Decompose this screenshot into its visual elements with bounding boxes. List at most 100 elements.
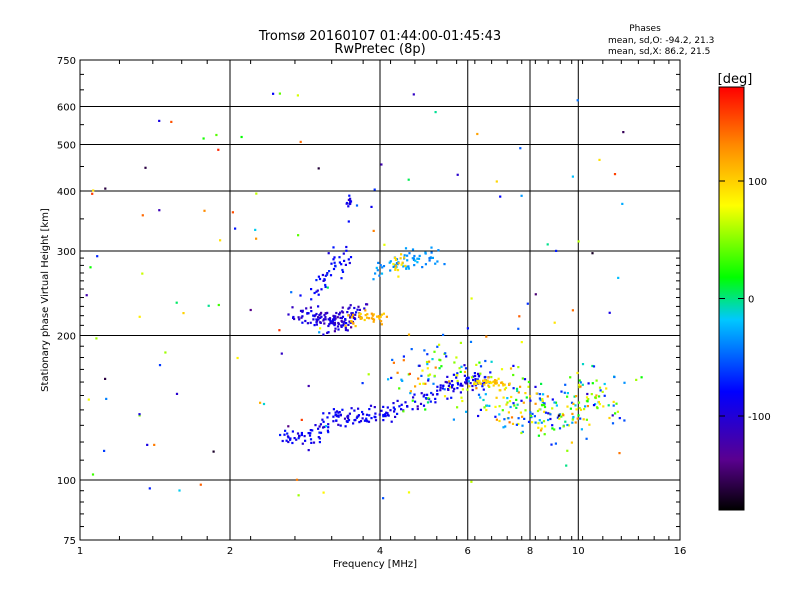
data-point xyxy=(370,317,373,320)
data-point xyxy=(287,436,290,439)
data-point xyxy=(382,497,385,500)
data-point xyxy=(287,425,290,428)
data-point xyxy=(595,394,598,397)
data-point xyxy=(307,432,310,435)
data-point xyxy=(541,404,544,407)
data-point xyxy=(585,418,588,421)
data-point xyxy=(304,319,307,323)
data-point xyxy=(352,422,355,425)
data-point xyxy=(317,427,320,430)
data-point xyxy=(360,317,363,320)
data-point xyxy=(317,305,320,308)
data-point xyxy=(581,383,584,386)
data-point xyxy=(323,313,326,317)
data-point xyxy=(85,294,88,297)
data-point xyxy=(345,245,348,249)
data-point xyxy=(392,402,395,405)
data-point xyxy=(578,383,581,386)
data-point xyxy=(336,316,339,319)
data-point xyxy=(389,269,392,272)
data-point xyxy=(463,374,466,377)
data-point xyxy=(215,133,218,137)
data-point xyxy=(524,409,527,412)
data-point xyxy=(422,404,426,407)
data-point xyxy=(419,402,423,405)
data-point xyxy=(345,202,348,205)
data-point xyxy=(347,414,350,417)
data-point xyxy=(148,487,151,490)
data-point xyxy=(544,425,547,428)
data-point xyxy=(531,421,534,424)
data-point xyxy=(327,252,330,255)
data-point xyxy=(337,414,340,417)
data-point xyxy=(421,266,424,269)
data-point xyxy=(569,376,572,379)
data-point xyxy=(591,382,594,385)
data-point xyxy=(484,375,487,379)
data-point xyxy=(212,450,215,453)
data-point xyxy=(456,374,459,377)
data-point xyxy=(575,395,578,398)
data-point xyxy=(327,426,330,429)
data-point xyxy=(414,385,417,388)
data-point xyxy=(358,312,361,315)
data-point xyxy=(558,417,561,420)
data-point xyxy=(382,312,385,315)
data-point xyxy=(363,307,366,310)
data-point xyxy=(408,252,411,255)
phases-o-stats: mean, sd,O: -94.2, 21.3 xyxy=(608,36,714,46)
data-point xyxy=(324,274,327,277)
data-point xyxy=(341,408,344,411)
data-point xyxy=(538,393,542,396)
data-point xyxy=(586,392,589,396)
data-point xyxy=(409,390,412,393)
phases-title: Phases xyxy=(629,24,661,34)
data-point xyxy=(491,381,494,384)
data-point xyxy=(299,294,302,297)
data-point xyxy=(569,407,572,410)
data-point xyxy=(219,239,222,242)
data-point xyxy=(598,386,602,389)
data-point xyxy=(483,406,486,409)
data-point xyxy=(373,415,376,418)
data-point xyxy=(436,260,439,263)
data-point xyxy=(576,417,579,420)
data-point xyxy=(418,364,421,367)
data-point xyxy=(315,279,318,282)
data-point xyxy=(340,310,344,313)
data-point xyxy=(466,327,469,330)
data-point xyxy=(396,412,399,415)
data-point xyxy=(342,322,345,325)
data-point xyxy=(361,382,364,385)
data-point xyxy=(613,173,617,176)
data-point xyxy=(398,405,401,408)
data-point xyxy=(340,277,343,280)
data-point xyxy=(414,400,417,403)
data-point xyxy=(380,163,383,166)
data-point xyxy=(350,316,354,319)
data-point xyxy=(375,266,378,269)
data-point xyxy=(373,188,376,191)
data-point xyxy=(495,382,498,385)
data-point xyxy=(281,439,284,443)
data-point xyxy=(412,257,415,260)
data-point xyxy=(482,379,486,382)
data-point xyxy=(456,406,459,409)
data-point xyxy=(355,416,358,419)
data-point xyxy=(397,262,400,265)
data-point xyxy=(315,318,318,321)
data-point xyxy=(613,375,616,379)
data-point xyxy=(353,409,356,412)
data-point xyxy=(506,397,509,400)
data-point xyxy=(574,421,577,424)
data-point xyxy=(471,388,474,392)
data-point xyxy=(476,132,479,136)
data-point xyxy=(320,315,323,318)
data-point xyxy=(374,272,377,275)
data-point xyxy=(520,341,523,344)
data-point xyxy=(562,425,565,428)
data-point xyxy=(423,349,426,352)
data-point xyxy=(488,404,491,407)
data-point xyxy=(439,359,442,362)
data-point xyxy=(515,398,518,401)
